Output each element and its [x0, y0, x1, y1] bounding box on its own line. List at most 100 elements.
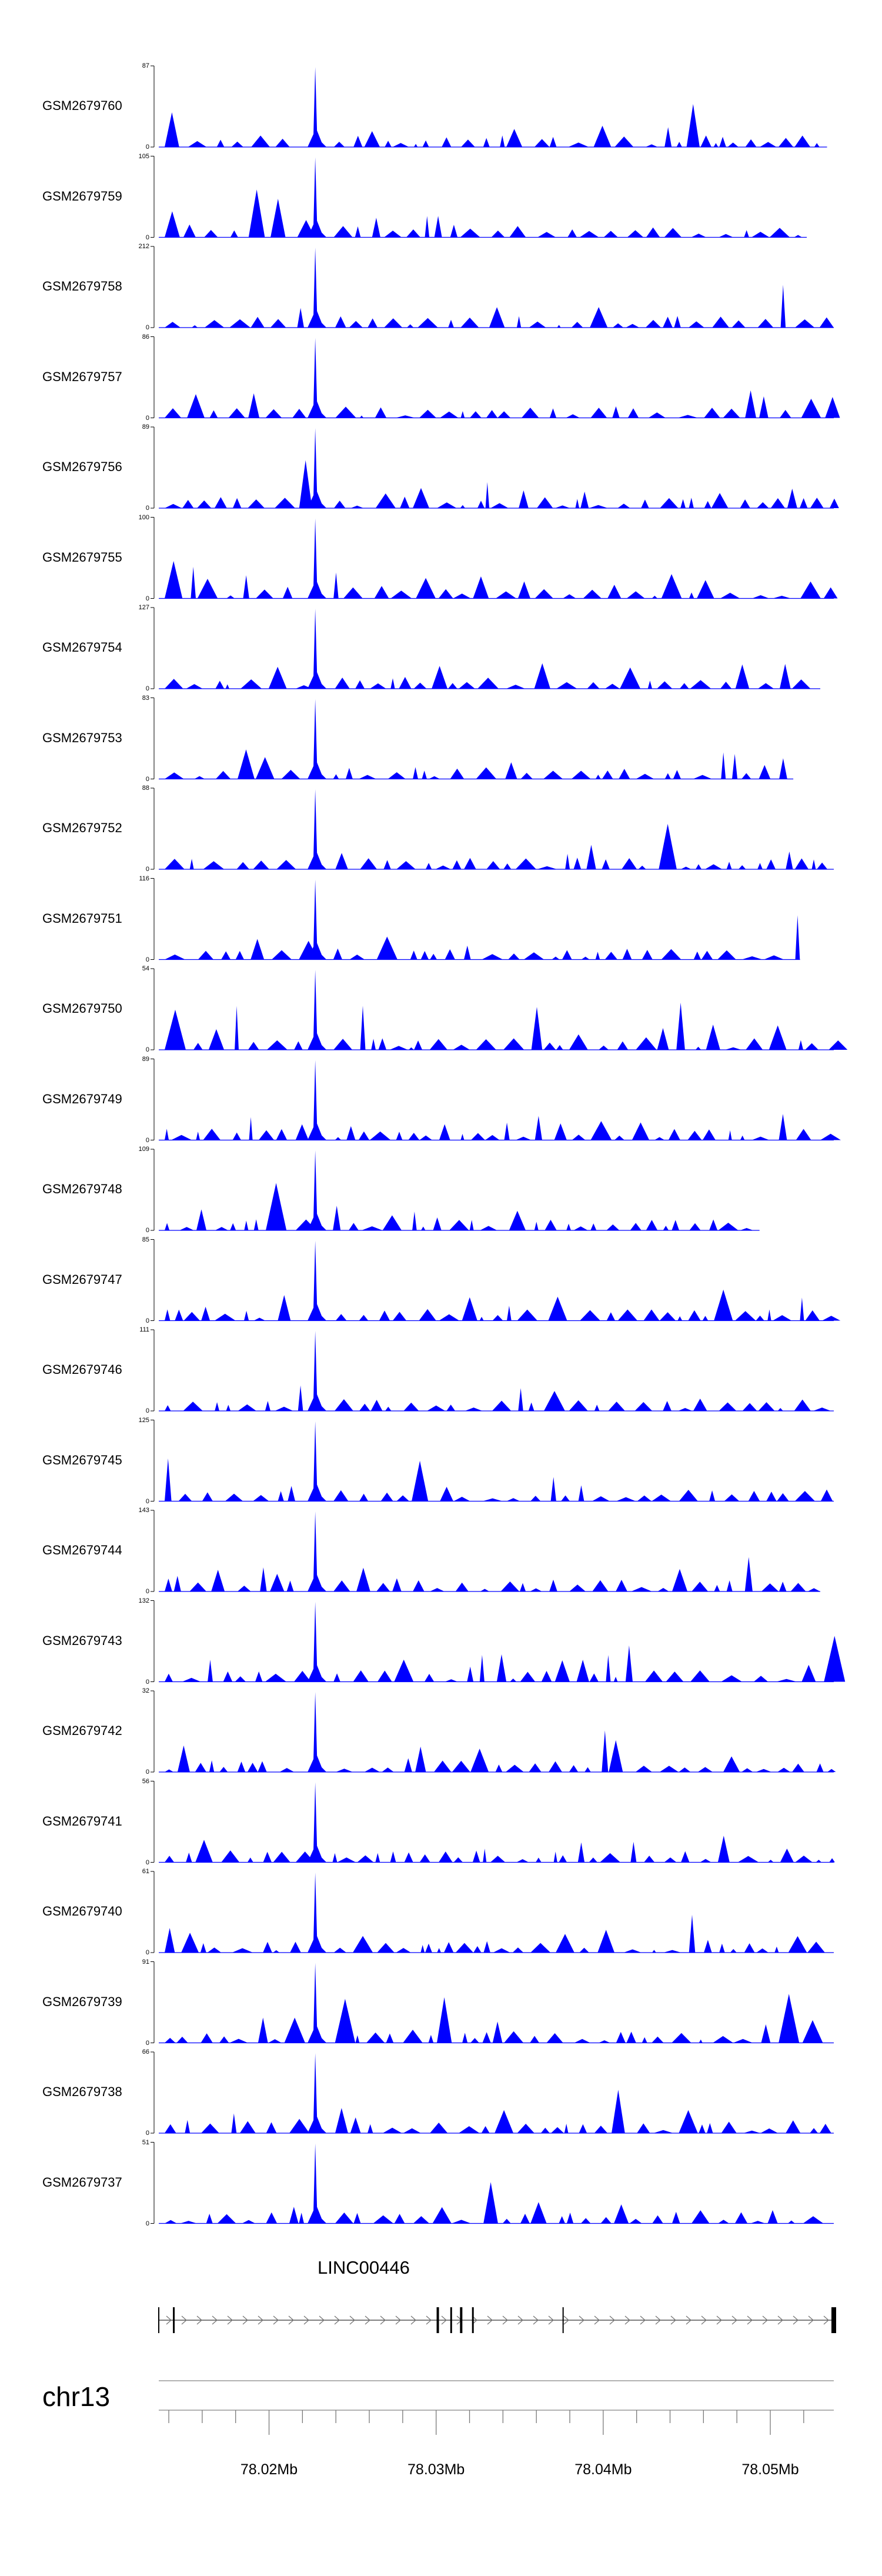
coverage-peak: [308, 248, 327, 328]
track-label: GSM2679745: [42, 1452, 122, 1467]
strand-arrow: [579, 2315, 584, 2325]
coverage-area: [159, 1385, 834, 1411]
coverage-peak: [308, 157, 327, 238]
y-tick-label-min: 0: [145, 144, 149, 151]
strand-arrow: [655, 2315, 661, 2325]
chromosome-label: chr13: [42, 2381, 111, 2412]
track-label: GSM2679759: [42, 188, 122, 203]
coverage-area: [159, 663, 820, 689]
track-label: GSM2679748: [42, 1182, 122, 1196]
strand-arrow: [166, 2315, 172, 2325]
coverage-area: [159, 749, 794, 779]
coverage-peak: [308, 2053, 327, 2133]
y-tick-label-max: 127: [138, 604, 149, 611]
strand-arrow: [686, 2315, 691, 2325]
coverage-peak: [308, 1511, 327, 1591]
strand-arrow: [258, 2315, 263, 2325]
strand-arrow: [563, 2315, 569, 2325]
track-label: GSM2679740: [42, 1904, 122, 1918]
strand-arrow: [517, 2315, 523, 2325]
coverage-peak: [308, 1331, 327, 1411]
coverage-area: [159, 460, 839, 508]
strand-arrow: [319, 2315, 325, 2325]
track-label: GSM2679737: [42, 2174, 122, 2190]
y-tick-label-min: 0: [145, 1678, 149, 1686]
strand-arrow: [395, 2315, 401, 2325]
track-label: GSM2679754: [42, 640, 122, 655]
track-label: GSM2679746: [42, 1362, 122, 1377]
y-tick-label-min: 0: [145, 595, 149, 602]
y-tick-label-min: 0: [145, 1227, 149, 1234]
strand-arrow: [793, 2315, 799, 2325]
track-label: GSM2679751: [42, 910, 122, 926]
strand-arrow: [365, 2315, 370, 2325]
coverage-area: [159, 1994, 834, 2043]
coverage-area: [159, 1183, 760, 1230]
y-tick-label-min: 0: [145, 866, 149, 873]
strand-arrow: [212, 2315, 218, 2325]
coverage-peak: [308, 1601, 327, 1682]
track-label: GSM2679749: [42, 1091, 122, 1106]
strand-arrow: [701, 2315, 707, 2325]
y-tick-label-max: 56: [142, 1777, 149, 1785]
y-tick-label-min: 0: [145, 1046, 149, 1053]
coverage-peak: [308, 1060, 327, 1140]
track-label: GSM2679758: [42, 279, 122, 293]
y-tick-label-max: 85: [142, 1236, 149, 1243]
y-tick-label-min: 0: [145, 956, 149, 963]
track-label: GSM2679744: [42, 1543, 122, 1557]
strand-arrow: [777, 2315, 783, 2325]
y-tick-label-max: 105: [138, 152, 149, 160]
y-tick-label-min: 0: [145, 2130, 149, 2137]
strand-arrow: [380, 2315, 386, 2325]
gene-exon: [173, 2307, 175, 2333]
coverage-peak: [308, 428, 327, 508]
gene-exon: [472, 2307, 474, 2333]
strand-arrow: [823, 2315, 829, 2325]
strand-arrow: [288, 2315, 294, 2325]
strand-arrow: [303, 2315, 309, 2325]
coverage-area: [159, 2182, 834, 2224]
strand-arrow: [441, 2315, 447, 2325]
strand-arrow: [487, 2315, 493, 2325]
coverage-area: [159, 1914, 834, 1953]
coverage-area: [159, 2090, 834, 2133]
coverage-area: [159, 104, 827, 147]
strand-arrow: [808, 2315, 814, 2325]
y-tick-label-max: 111: [139, 1326, 149, 1333]
track-label: GSM2679753: [42, 730, 122, 745]
strand-arrow: [747, 2315, 753, 2325]
y-tick-label-min: 0: [145, 1858, 149, 1866]
y-tick-label-min: 0: [145, 1769, 149, 1776]
y-tick-label-max: 132: [138, 1597, 149, 1604]
coverage-peak: [308, 970, 327, 1050]
coverage-peak: [308, 1692, 327, 1772]
strand-arrow: [334, 2315, 340, 2325]
strand-arrow: [196, 2315, 202, 2325]
coverage-peak: [308, 699, 327, 779]
gene-exon: [158, 2307, 159, 2333]
y-tick-label-max: 89: [142, 1055, 149, 1063]
y-tick-label-max: 51: [142, 2138, 149, 2146]
gene-exon: [831, 2307, 836, 2333]
strand-arrow: [273, 2315, 279, 2325]
gene-exon: [450, 2307, 452, 2333]
strand-arrow: [640, 2315, 646, 2325]
y-tick-label-max: 125: [138, 1416, 149, 1424]
gene-exon: [460, 2307, 463, 2333]
y-tick-label-max: 86: [142, 333, 149, 341]
y-tick-label-max: 212: [138, 243, 149, 250]
y-tick-label-max: 143: [138, 1507, 149, 1514]
y-tick-label-max: 116: [139, 875, 149, 882]
track-label: GSM2679760: [42, 98, 122, 113]
coverage-peak: [308, 609, 327, 689]
coverage-area: [159, 915, 800, 960]
track-label: GSM2679756: [42, 459, 122, 474]
axis-tick-label: 78.04Mb: [574, 2461, 632, 2478]
coverage-area: [159, 560, 838, 599]
y-tick-label-max: 88: [142, 785, 149, 792]
y-tick-label-min: 0: [145, 1949, 149, 1956]
gene-exon: [436, 2307, 439, 2333]
